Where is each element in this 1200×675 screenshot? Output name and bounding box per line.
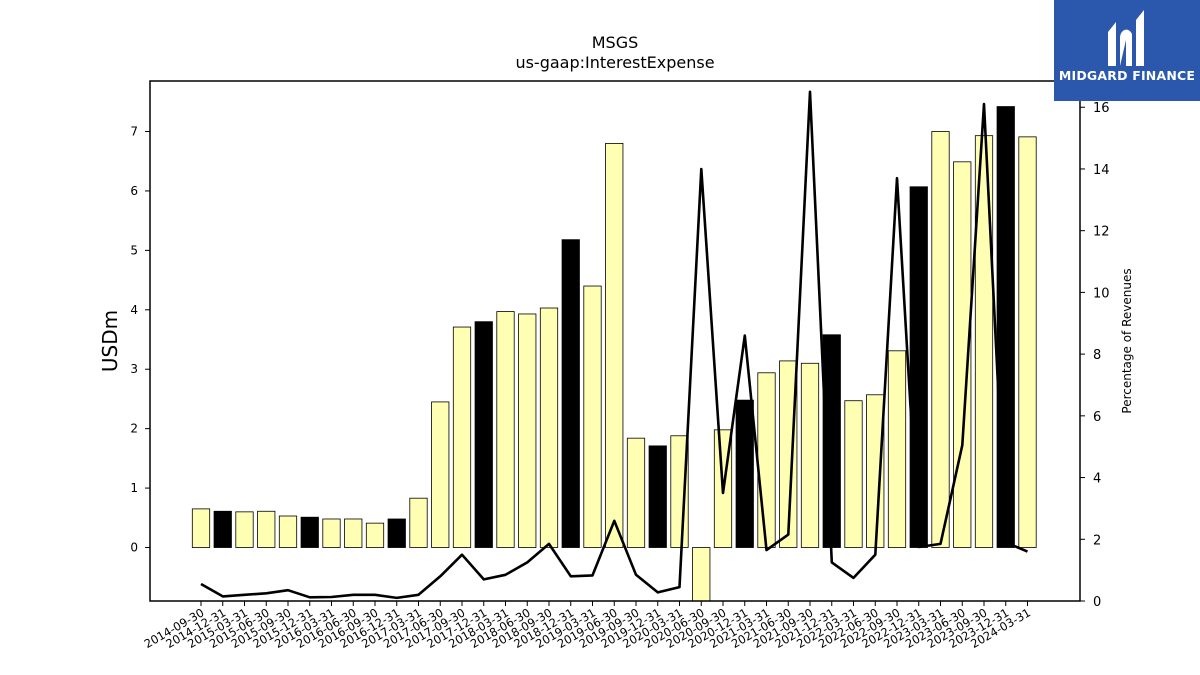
bar bbox=[648, 445, 667, 548]
bar bbox=[278, 515, 298, 548]
bar bbox=[409, 497, 428, 548]
bar bbox=[909, 186, 928, 548]
bar bbox=[387, 518, 406, 548]
bar bbox=[496, 311, 515, 548]
y-right-tick-label: 4 bbox=[1093, 472, 1101, 487]
y-tick-label: 2 bbox=[130, 422, 138, 436]
y-tick-label: 7 bbox=[130, 125, 138, 139]
bars-group bbox=[191, 106, 1037, 602]
y-tick-label: 3 bbox=[130, 362, 138, 376]
y-tick-label: 1 bbox=[130, 481, 138, 495]
bar bbox=[953, 161, 972, 548]
bar bbox=[452, 326, 472, 548]
bar bbox=[735, 399, 754, 548]
y-right-tick-label: 2 bbox=[1093, 533, 1101, 548]
y-tick-label: 0 bbox=[130, 541, 138, 555]
bar bbox=[931, 131, 950, 548]
y-axis-label: USDm bbox=[98, 310, 122, 372]
y-tick-label: 4 bbox=[130, 303, 138, 317]
series-line bbox=[200, 90, 1029, 600]
bar bbox=[235, 511, 254, 548]
bar bbox=[213, 510, 232, 548]
bar bbox=[800, 362, 820, 548]
bar bbox=[1018, 136, 1037, 548]
bar bbox=[626, 437, 646, 548]
bar bbox=[561, 239, 580, 548]
y-right-tick-label: 16 bbox=[1093, 101, 1110, 116]
bar bbox=[257, 510, 276, 548]
chart-subtitle: us-gaap:InterestExpense bbox=[515, 53, 714, 72]
chart-title: MSGS bbox=[592, 33, 639, 52]
bar bbox=[365, 522, 385, 548]
y-right-tick-label: 12 bbox=[1093, 225, 1110, 240]
bar bbox=[605, 142, 624, 548]
bar bbox=[344, 518, 363, 548]
y-right-tick-label: 10 bbox=[1093, 286, 1110, 301]
bar bbox=[692, 547, 711, 602]
bar bbox=[539, 307, 559, 548]
bar bbox=[974, 135, 994, 548]
bar bbox=[887, 350, 907, 548]
bar bbox=[583, 285, 602, 548]
midgard-logo-icon bbox=[1108, 10, 1144, 66]
axes-group: 0123456702468101214162014-09-302014-12-3… bbox=[130, 101, 1109, 651]
y-tick-label: 5 bbox=[130, 243, 138, 257]
plot-frame bbox=[149, 80, 1081, 602]
y-right-tick-label: 8 bbox=[1093, 348, 1101, 363]
y-tick-label: 6 bbox=[130, 184, 138, 198]
bar bbox=[191, 508, 211, 548]
y-right-tick-label: 14 bbox=[1093, 163, 1110, 178]
y-right-tick-label: 6 bbox=[1093, 410, 1101, 425]
bar bbox=[844, 400, 863, 548]
y-right-tick-label: 0 bbox=[1093, 595, 1101, 610]
bar bbox=[300, 516, 319, 548]
bar bbox=[757, 372, 776, 548]
bar bbox=[518, 313, 537, 548]
brand-logo: MIDGARD FINANCE bbox=[1054, 0, 1200, 101]
bar bbox=[779, 360, 798, 548]
y-axis-right-label: Percentage of Revenues bbox=[1120, 268, 1134, 413]
logo-text: MIDGARD FINANCE bbox=[1058, 68, 1196, 83]
line-group bbox=[200, 90, 1029, 600]
bar bbox=[431, 401, 450, 548]
bar bbox=[996, 106, 1015, 548]
bar bbox=[322, 518, 341, 548]
bar bbox=[474, 321, 493, 548]
